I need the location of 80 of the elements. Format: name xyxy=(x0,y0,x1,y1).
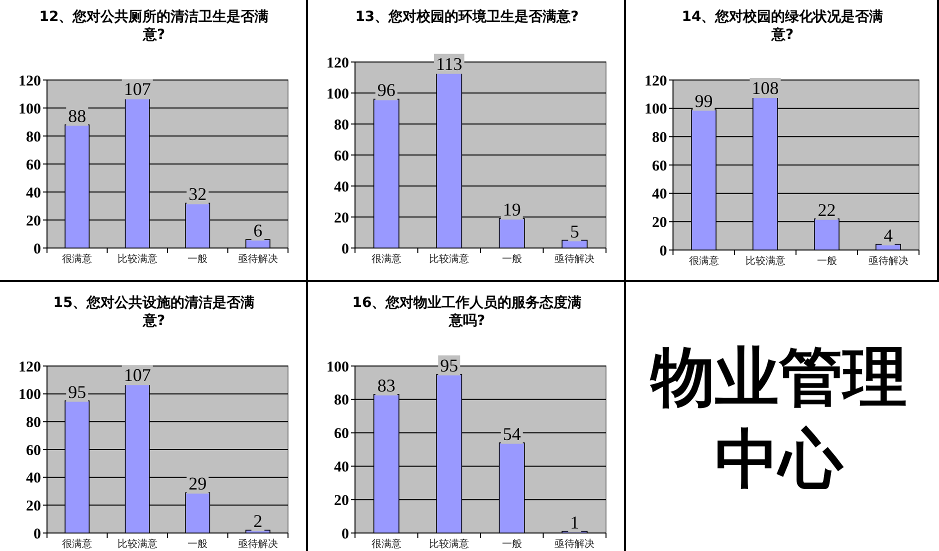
x-tick-label: 很满意 xyxy=(371,253,402,265)
y-tick-label: 100 xyxy=(644,102,667,118)
data-label: 113 xyxy=(436,54,462,74)
data-label: 99 xyxy=(694,90,713,111)
x-tick-label: 比较满意 xyxy=(117,253,158,265)
x-tick-label: 一般 xyxy=(816,256,837,267)
y-tick-label: 0 xyxy=(34,526,41,542)
data-label: 107 xyxy=(124,79,151,100)
x-tick-label: 很满意 xyxy=(62,253,92,265)
y-tick-label: 100 xyxy=(18,387,41,404)
y-tick-label: 0 xyxy=(342,526,349,542)
data-label: 83 xyxy=(377,375,396,396)
y-tick-label: 100 xyxy=(326,359,349,376)
y-tick-label: 80 xyxy=(652,130,667,146)
x-tick-label: 一般 xyxy=(188,539,208,550)
chart-title: 16、您对物业工作人员的服务态度满意吗? xyxy=(351,294,583,330)
chart-title: 12、您对公共厕所的清洁卫生是否满意? xyxy=(38,8,270,44)
x-tick-label: 比较满意 xyxy=(117,538,158,550)
x-tick-label: 一般 xyxy=(502,254,522,265)
y-tick-label: 0 xyxy=(34,241,41,258)
x-tick-label: 比较满意 xyxy=(745,255,786,267)
data-label: 54 xyxy=(502,424,521,444)
y-tick-label: 80 xyxy=(26,129,41,146)
x-tick-label: 一般 xyxy=(502,539,522,550)
y-tick-label: 60 xyxy=(334,426,349,442)
data-label: 4 xyxy=(884,225,893,246)
data-label: 107 xyxy=(124,365,151,386)
y-tick-label: 100 xyxy=(326,86,349,102)
data-label: 2 xyxy=(253,511,262,532)
data-label: 96 xyxy=(377,80,396,100)
y-tick-label: 100 xyxy=(18,101,41,118)
x-tick-label: 很满意 xyxy=(62,538,92,550)
chart-title: 14、您对校园的绿化状况是否满意? xyxy=(680,8,884,44)
y-tick-label: 120 xyxy=(644,73,667,90)
y-tick-label: 60 xyxy=(26,157,41,174)
x-tick-label: 比较满意 xyxy=(429,538,470,550)
data-label: 108 xyxy=(752,78,779,98)
text: 物业管理中心 xyxy=(648,339,908,499)
data-label: 19 xyxy=(502,200,521,220)
data-label: 88 xyxy=(68,106,86,126)
y-tick-label: 120 xyxy=(326,55,349,72)
x-tick-label: 比较满意 xyxy=(429,253,470,265)
data-label: 95 xyxy=(440,355,458,376)
x-tick-label: 亟待解决 xyxy=(554,253,595,265)
chart-title: 15、您对公共设施的清洁是否满意? xyxy=(52,294,256,330)
y-tick-label: 40 xyxy=(26,470,41,487)
y-tick-label: 20 xyxy=(334,210,349,226)
data-label: 32 xyxy=(188,184,207,204)
data-label: 6 xyxy=(253,220,262,241)
y-tick-label: 0 xyxy=(660,243,667,260)
y-tick-label: 60 xyxy=(652,158,667,174)
x-tick-label: 亟待解决 xyxy=(238,253,278,265)
y-tick-label: 60 xyxy=(26,442,41,459)
x-tick-label: 亟待解决 xyxy=(554,538,595,550)
data-label: 29 xyxy=(188,474,207,494)
data-label: 5 xyxy=(570,221,580,242)
y-tick-label: 20 xyxy=(334,492,349,509)
y-tick-label: 80 xyxy=(26,414,41,431)
y-tick-label: 80 xyxy=(334,392,349,409)
y-tick-label: 20 xyxy=(26,213,41,230)
chart-title: 13、您对校园的环境卫生是否满意? xyxy=(354,8,580,26)
x-tick-label: 很满意 xyxy=(371,538,402,550)
y-tick-label: 120 xyxy=(18,73,41,90)
y-tick-label: 80 xyxy=(334,117,349,134)
y-tick-label: 0 xyxy=(342,241,349,258)
data-label: 22 xyxy=(818,200,836,220)
y-tick-label: 40 xyxy=(26,185,41,202)
y-tick-label: 40 xyxy=(334,459,349,476)
x-tick-label: 亟待解决 xyxy=(868,255,908,267)
x-tick-label: 一般 xyxy=(188,254,208,265)
y-tick-label: 40 xyxy=(334,179,349,196)
y-tick-label: 60 xyxy=(334,148,349,164)
y-tick-label: 20 xyxy=(26,498,41,514)
y-tick-label: 40 xyxy=(652,186,667,203)
x-tick-label: 亟待解决 xyxy=(238,538,278,550)
x-tick-label: 很满意 xyxy=(688,255,719,267)
y-tick-label: 120 xyxy=(18,359,41,376)
y-tick-label: 20 xyxy=(652,214,667,231)
data-label: 95 xyxy=(68,382,86,402)
data-label: 1 xyxy=(570,512,580,532)
